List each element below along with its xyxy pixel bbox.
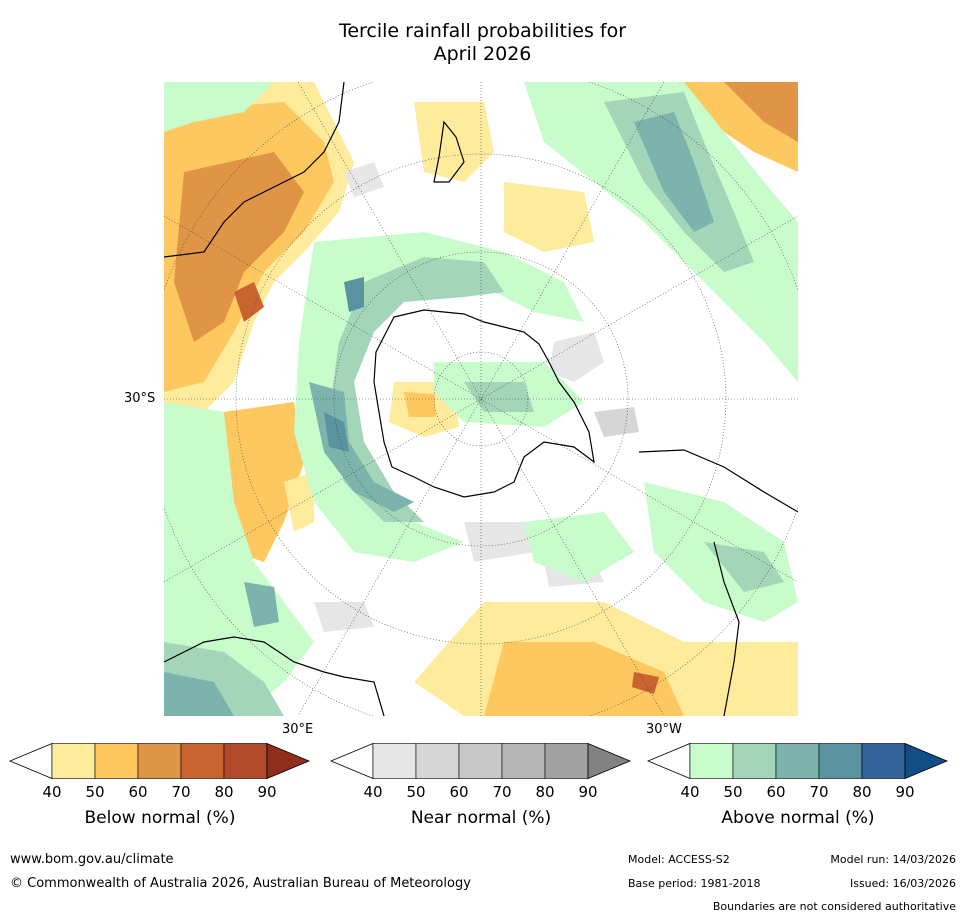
colorbar-tick-label: 90	[578, 783, 598, 801]
label-30s: 30°S	[124, 391, 156, 406]
colorbar-tick-label: 60	[128, 783, 148, 801]
colorbar-max-extension	[904, 742, 949, 780]
colorbar-tick-label: 70	[492, 783, 512, 801]
footer-disclaimer: Boundaries are not considered authoritat…	[712, 900, 956, 913]
colorbar-tick-label: 40	[42, 783, 62, 801]
label-30w: 30°W	[646, 722, 682, 737]
colorbar-below-40-extension	[8, 742, 53, 780]
africa-coast	[164, 82, 345, 258]
colorbar-segment	[775, 743, 820, 779]
colorbar-below-40-extension	[329, 742, 374, 780]
map-svg	[164, 82, 798, 716]
colorbar-svg	[8, 742, 311, 780]
colorbar-segment	[372, 743, 417, 779]
colorbar-below-40-extension	[646, 742, 691, 780]
south-america-coast	[638, 449, 798, 513]
colorbar-segment	[94, 743, 139, 779]
colorbar-segment	[51, 743, 96, 779]
colorbar-tick-label: 80	[535, 783, 555, 801]
title-line-2: April 2026	[433, 43, 532, 65]
colorbar-title-above: Above normal (%)	[721, 808, 875, 828]
colorbar-segment	[501, 743, 546, 779]
colorbar-tick-label: 40	[363, 783, 383, 801]
footer-model: Model: ACCESS-S2	[628, 853, 730, 866]
footer-issued: Issued: 16/03/2026	[849, 877, 956, 890]
colorbar-tick-label: 90	[895, 783, 915, 801]
colorbar-tick-label: 40	[680, 783, 700, 801]
new-zealand-coast	[433, 120, 465, 183]
footer-url: www.bom.gov.au/climate	[10, 852, 174, 867]
rainfall-probability-map	[164, 82, 798, 716]
colorbar-near-normal	[329, 742, 632, 780]
colorbar-segment	[137, 743, 182, 779]
colorbar-tick-label: 70	[809, 783, 829, 801]
above-normal-regions	[164, 82, 798, 716]
title-line-1: Tercile rainfall probabilities for	[338, 20, 627, 42]
colorbar-tick-label: 50	[723, 783, 743, 801]
map-title: Tercile rainfall probabilities for April…	[0, 20, 965, 66]
colorbar-segment	[544, 743, 589, 779]
colorbar-title-near: Near normal (%)	[410, 808, 552, 828]
colorbar-segment	[689, 743, 734, 779]
colorbar-segment	[223, 743, 268, 779]
colorbar-title-below: Below normal (%)	[84, 808, 236, 828]
colorbar-max-extension	[587, 742, 632, 780]
antarctica-coast	[373, 309, 595, 498]
colorbar-tick-label: 80	[214, 783, 234, 801]
colorbar-max-extension	[266, 742, 311, 780]
colorbar-tick-label: 90	[257, 783, 277, 801]
colorbar-tick-label: 60	[449, 783, 469, 801]
graticule	[164, 82, 798, 716]
colorbar-svg	[329, 742, 632, 780]
footer-copyright: © Commonwealth of Australia 2026, Austra…	[10, 876, 471, 891]
colorbar-below-normal	[8, 742, 311, 780]
colorbar-svg	[646, 742, 949, 780]
australia-coast	[164, 636, 385, 716]
below-normal-regions	[164, 82, 798, 716]
footer-model-run: Model run: 14/03/2026	[830, 853, 956, 866]
colorbar-segment	[818, 743, 863, 779]
colorbar-tick-label: 60	[766, 783, 786, 801]
colorbar-tick-label: 70	[171, 783, 191, 801]
colorbar-segment	[732, 743, 777, 779]
colorbar-above-normal	[646, 742, 949, 780]
colorbar-segment	[180, 743, 225, 779]
colorbar-segment	[458, 743, 503, 779]
coastlines	[164, 82, 798, 716]
footer-base-period: Base period: 1981-2018	[628, 877, 761, 890]
colorbar-tick-label: 80	[852, 783, 872, 801]
colorbar-segment	[415, 743, 460, 779]
colorbar-tick-label: 50	[85, 783, 105, 801]
colorbar-tick-label: 50	[406, 783, 426, 801]
colorbar-segment	[861, 743, 906, 779]
south-america-west-coast	[713, 541, 740, 716]
label-30e: 30°E	[282, 722, 314, 737]
